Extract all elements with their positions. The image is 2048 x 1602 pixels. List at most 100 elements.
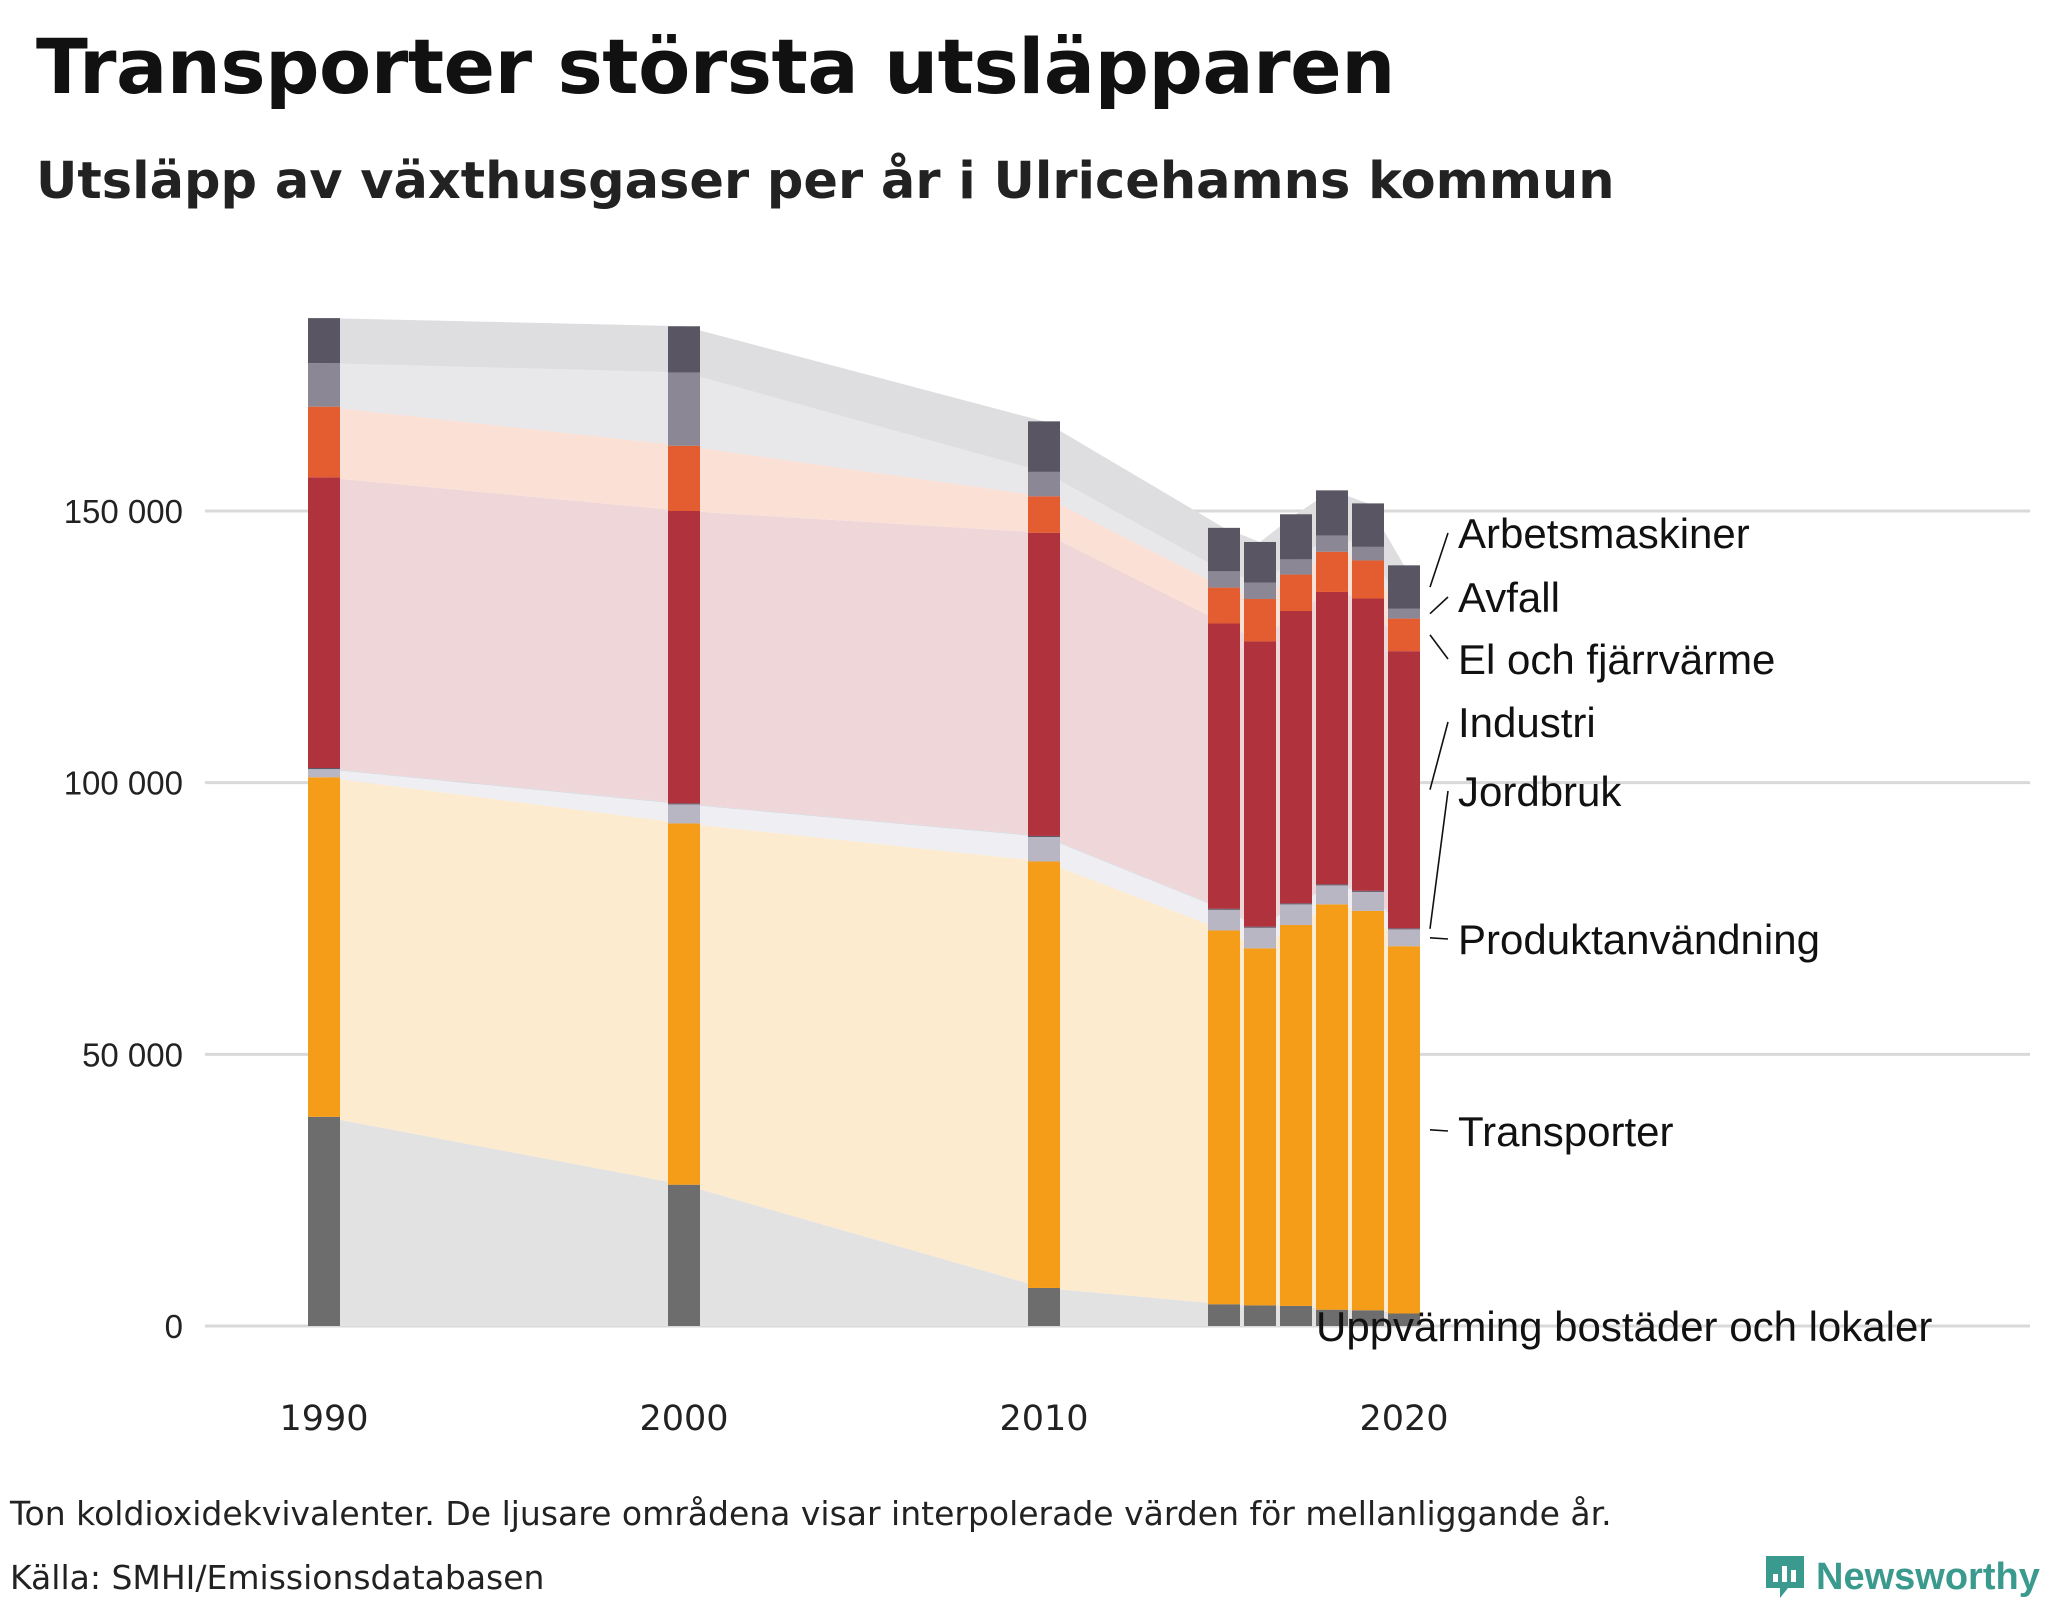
bar-5-2020 (1388, 618, 1420, 652)
bar-4-2000 (668, 511, 700, 804)
series-label-7: Arbetsmaskiner (1458, 510, 1750, 557)
bar-3-2010 (1028, 835, 1060, 837)
x-tick-label-2020: 2020 (1359, 1399, 1448, 1439)
bar-6-1990 (308, 363, 340, 407)
series-label-4: Industri (1458, 699, 1596, 746)
bar-0-2017 (1280, 1305, 1312, 1326)
bar-3-2000 (668, 803, 700, 805)
bar-3-2017 (1280, 903, 1312, 905)
bar-0-2000 (668, 1184, 700, 1326)
area-5 (324, 406, 1404, 652)
y-tick-label-150000: 150 000 (64, 493, 183, 530)
bar-1-2020 (1388, 946, 1420, 1314)
bar-4-1990 (308, 477, 340, 768)
bar-5-2010 (1028, 496, 1060, 533)
bar-6-2000 (668, 372, 700, 446)
bar-4-2010 (1028, 532, 1060, 836)
bar-4-2020 (1388, 651, 1420, 929)
bar-4-2016 (1244, 641, 1276, 927)
bar-7-2018 (1316, 490, 1348, 536)
bar-2-2015 (1208, 909, 1240, 931)
bar-7-2017 (1280, 514, 1312, 560)
bar-4-2015 (1208, 623, 1240, 909)
bar-3-2015 (1208, 908, 1240, 910)
area-0 (324, 1116, 1404, 1326)
leader-line-7 (1429, 532, 1449, 588)
bar-4-2019 (1352, 598, 1384, 891)
leader-line-4 (1429, 721, 1449, 790)
bar-5-2017 (1280, 574, 1312, 611)
series-label-2: Produktanvändning (1458, 916, 1820, 963)
bar-3-2019 (1352, 890, 1384, 892)
bar-1-1990 (308, 777, 340, 1117)
area-7 (324, 318, 1404, 609)
bar-3-2020 (1388, 928, 1420, 930)
bar-3-2016 (1244, 926, 1276, 928)
y-tick-label-0: 0 (165, 1308, 183, 1345)
bar-0-2016 (1244, 1305, 1276, 1326)
bar-6-2015 (1208, 571, 1240, 588)
bar-7-2019 (1352, 503, 1384, 547)
series-label-0: Uppvärming bostäder och lokaler (1316, 1303, 1932, 1350)
newsworthy-chart-icon (1766, 1556, 1804, 1598)
leader-line-2 (1429, 936, 1449, 940)
bar-1-2018 (1316, 904, 1348, 1310)
bar-0-2018 (1316, 1309, 1348, 1326)
bar-2-2020 (1388, 929, 1420, 947)
x-axis: 1990 2000 2010 2020 (279, 1399, 1448, 1439)
bar-6-2016 (1244, 582, 1276, 600)
bar-6-2017 (1280, 559, 1312, 575)
bar-1-2015 (1208, 930, 1240, 1305)
bar-5-2000 (668, 445, 700, 511)
y-axis: 0 50 000 100 000 150 000 (64, 493, 183, 1345)
bar-7-2000 (668, 326, 700, 373)
area-2 (324, 769, 1404, 949)
bar-3-2018 (1316, 884, 1348, 886)
interpolated-areas (324, 318, 1404, 1326)
bar-1-2010 (1028, 861, 1060, 1288)
bar-0-2020 (1388, 1313, 1420, 1326)
source-note: Källa: SMHI/Emissionsdatabasen (10, 1558, 545, 1597)
x-tick-label-2000: 2000 (639, 1399, 728, 1439)
bar-6-2020 (1388, 608, 1420, 619)
area-4 (324, 477, 1404, 929)
bar-6-2019 (1352, 546, 1384, 561)
series-label-3: Jordbruk (1458, 768, 1622, 815)
leader-line-6 (1429, 596, 1449, 615)
footnote: Ton koldioxidekvivalenter. De ljusare om… (10, 1494, 1612, 1533)
bar-4-2017 (1280, 610, 1312, 904)
bar-6-2018 (1316, 535, 1348, 552)
bar-6-2010 (1028, 471, 1060, 497)
bar-0-1990 (308, 1116, 340, 1326)
brand-name: Newsworthy (1816, 1555, 2040, 1598)
series-label-6: Avfall (1458, 574, 1560, 621)
leader-line-3 (1429, 790, 1449, 929)
brand-logo: Newsworthy (1762, 1552, 2040, 1602)
bar-7-2010 (1028, 421, 1060, 472)
chart-subtitle: Utsläpp av växthusgaser per år i Ulriceh… (36, 152, 1615, 211)
y-tick-label-100000: 100 000 (64, 765, 183, 802)
area-1 (324, 777, 1404, 1314)
bar-4-2018 (1316, 591, 1348, 885)
bar-7-2016 (1244, 541, 1276, 583)
bar-0-2019 (1352, 1310, 1384, 1326)
y-tick-label-50000: 50 000 (82, 1036, 183, 1073)
bar-5-2015 (1208, 587, 1240, 624)
bar-5-2018 (1316, 551, 1348, 592)
bar-2-2000 (668, 804, 700, 824)
bar-1-2017 (1280, 925, 1312, 1306)
bar-2-2010 (1028, 837, 1060, 862)
bar-2-2017 (1280, 904, 1312, 926)
bar-1-2016 (1244, 948, 1276, 1306)
bar-0-2010 (1028, 1287, 1060, 1326)
series-label-1: Transporter (1458, 1108, 1674, 1155)
bar-5-2019 (1352, 560, 1384, 599)
bar-2-1990 (308, 769, 340, 778)
bar-0-2015 (1208, 1304, 1240, 1326)
bar-2-2018 (1316, 885, 1348, 905)
bar-7-2015 (1208, 527, 1240, 572)
series-label-5: El och fjärrvärme (1458, 636, 1775, 683)
leader-line-5 (1429, 634, 1449, 660)
series-labels: Uppvärming bostäder och lokaler Transport… (1316, 510, 1932, 1350)
bars (308, 318, 1420, 1326)
